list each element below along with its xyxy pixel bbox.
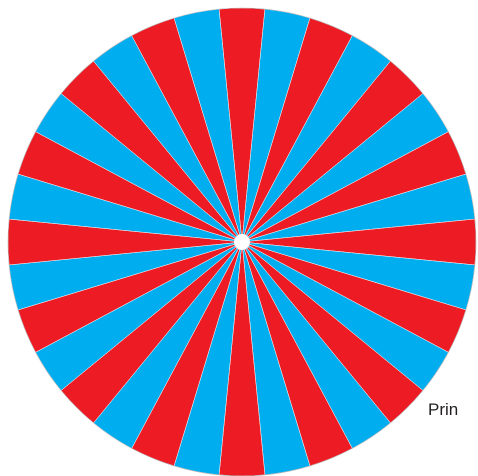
cropped-caption-text: Prin — [428, 400, 459, 419]
center-dot — [234, 234, 250, 250]
wheel-segments — [7, 7, 477, 476]
wheel-outline — [7, 7, 477, 476]
